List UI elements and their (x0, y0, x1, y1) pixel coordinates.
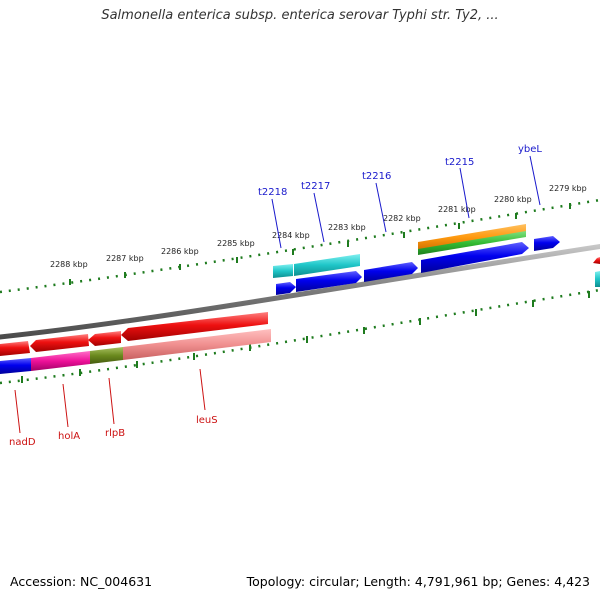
accession-text: Accession: NC_004631 (10, 574, 153, 589)
scale-label: 2285 kbp (217, 239, 255, 248)
gene-leader (108, 377, 115, 425)
scale-label: 2279 kbp (549, 184, 587, 193)
feature-cyan-b[interactable] (294, 254, 360, 276)
scale-label: 2282 kbp (383, 214, 421, 223)
cds-arrow[interactable] (421, 242, 529, 273)
scale-label: 2287 kbp (106, 254, 144, 263)
scale-labels: 2288 kbp 2287 kbp 2286 kbp 2285 kbp 2284… (50, 184, 587, 269)
feature-olive[interactable] (90, 347, 123, 364)
map-title: Salmonella enterica subsp. enterica sero… (101, 8, 499, 23)
upper-major-ticks (69, 203, 571, 285)
cds-arrow[interactable] (296, 271, 362, 292)
genome-backbone (0, 244, 600, 340)
lower-tick-ruler (0, 288, 600, 385)
scale-label: 2286 kbp (161, 247, 199, 256)
gene-label-holA[interactable]: holA (58, 431, 80, 442)
lower-feature-track (0, 329, 271, 374)
lower-cds-track-red (0, 312, 268, 356)
gene-leader (62, 383, 69, 428)
upper-cds-track (276, 236, 600, 295)
upper-gene-labels: t2218 t2217 t2216 t2215 ybeL (258, 144, 542, 249)
cds-arrow[interactable] (88, 331, 121, 346)
upper-feature-track (273, 224, 526, 278)
gene-leader (271, 198, 282, 249)
scale-label: 2280 kbp (494, 195, 532, 204)
gene-label-t2215[interactable]: t2215 (445, 157, 474, 168)
gene-leader (375, 182, 387, 233)
scale-label: 2284 kbp (272, 231, 310, 240)
gene-leader (199, 368, 206, 411)
feature-orange[interactable] (418, 224, 526, 250)
feature-blue[interactable] (0, 358, 31, 374)
feature-magenta[interactable] (31, 351, 90, 371)
cds-arrow[interactable] (0, 341, 30, 356)
cds-arrow[interactable] (276, 282, 296, 295)
cds-fragment[interactable] (593, 257, 600, 264)
gene-label-t2217[interactable]: t2217 (301, 181, 330, 192)
scale-label: 2283 kbp (328, 223, 366, 232)
gene-label-rlpB[interactable]: rlpB (105, 428, 125, 439)
scale-label: 2288 kbp (50, 260, 88, 269)
upper-tick-ruler (0, 198, 600, 294)
gene-leader (459, 167, 470, 219)
gene-leader (313, 192, 325, 243)
gene-label-t2216[interactable]: t2216 (362, 171, 391, 182)
cds-arrow[interactable] (30, 334, 89, 352)
gene-leader (529, 155, 541, 206)
lower-gene-labels: nadD holA rlpB leuS (9, 368, 218, 448)
cds-arrow[interactable] (121, 312, 268, 341)
cds-arrow[interactable] (364, 262, 418, 282)
scale-label: 2281 kbp (438, 205, 476, 214)
feature-pink[interactable] (123, 329, 271, 360)
cds-fragment[interactable] (595, 271, 600, 287)
feature-cyan-a[interactable] (273, 264, 293, 278)
gene-label-ybeL[interactable]: ybeL (518, 144, 542, 155)
gene-leader (14, 389, 21, 434)
lower-major-ticks (21, 291, 590, 383)
gene-label-t2218[interactable]: t2218 (258, 187, 287, 198)
cds-arrow[interactable] (534, 236, 560, 251)
feature-green[interactable] (418, 231, 526, 255)
genome-summary-text: Topology: circular; Length: 4,791,961 bp… (246, 574, 590, 589)
gene-label-leuS[interactable]: leuS (196, 415, 218, 426)
gene-label-nadD[interactable]: nadD (9, 437, 36, 448)
